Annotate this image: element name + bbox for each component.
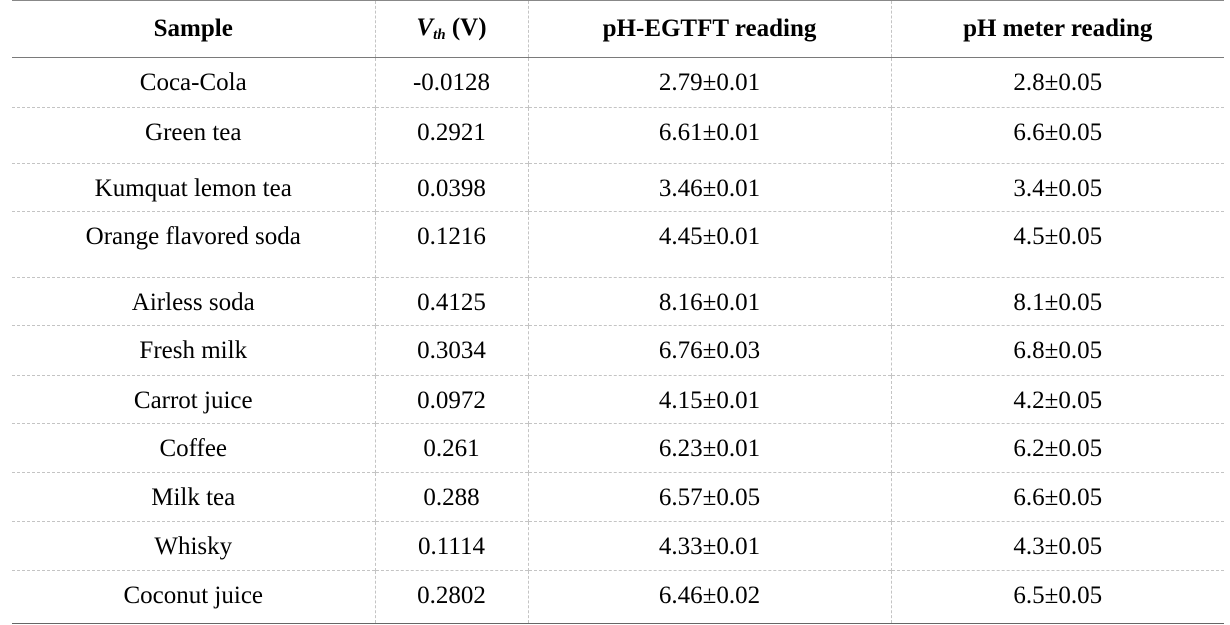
table-row: Green tea 0.2921 6.61±0.01 6.6±0.05 xyxy=(12,107,1224,164)
table-row: Fresh milk 0.3034 6.76±0.03 6.8±0.05 xyxy=(12,325,1224,376)
cell-ph-meter: 8.1±0.05 xyxy=(890,277,1224,326)
cell-ph-meter: 6.2±0.05 xyxy=(890,423,1224,473)
header-sample: Sample xyxy=(12,0,375,58)
table-row: Orange flavored soda 0.1216 4.45±0.01 4.… xyxy=(12,211,1224,278)
cell-vth: 0.3034 xyxy=(374,325,528,376)
cell-sample: Coffee xyxy=(12,423,375,473)
cell-ph-egtft: 2.79±0.01 xyxy=(527,57,891,108)
table-row: Milk tea 0.288 6.57±0.05 6.6±0.05 xyxy=(12,472,1224,522)
cell-ph-meter: 4.5±0.05 xyxy=(890,211,1224,278)
table-row: Coffee 0.261 6.23±0.01 6.2±0.05 xyxy=(12,423,1224,473)
cell-vth: 0.2802 xyxy=(374,570,528,624)
table-row: Coca-Cola -0.0128 2.79±0.01 2.8±0.05 xyxy=(12,57,1224,108)
cell-ph-egtft: 6.57±0.05 xyxy=(527,472,891,522)
cell-sample: Orange flavored soda xyxy=(12,211,375,278)
cell-sample: Whisky xyxy=(12,521,375,571)
cell-vth: 0.2921 xyxy=(374,107,528,164)
table-row: Coconut juice 0.2802 6.46±0.02 6.5±0.05 xyxy=(12,570,1224,624)
cell-ph-egtft: 6.23±0.01 xyxy=(527,423,891,473)
cell-vth: 0.0398 xyxy=(374,163,528,212)
cell-ph-meter: 2.8±0.05 xyxy=(890,57,1224,108)
table-body: Coca-Cola -0.0128 2.79±0.01 2.8±0.05 Gre… xyxy=(12,57,1224,624)
cell-vth: 0.0972 xyxy=(374,375,528,424)
cell-ph-egtft: 4.15±0.01 xyxy=(527,375,891,424)
header-ph-meter: pH meter reading xyxy=(890,0,1224,58)
cell-ph-egtft: 6.61±0.01 xyxy=(527,107,891,164)
cell-ph-meter: 6.6±0.05 xyxy=(890,472,1224,522)
cell-sample: Carrot juice xyxy=(12,375,375,424)
cell-sample: Airless soda xyxy=(12,277,375,326)
cell-ph-meter: 4.3±0.05 xyxy=(890,521,1224,571)
cell-ph-meter: 6.8±0.05 xyxy=(890,325,1224,376)
cell-ph-egtft: 6.76±0.03 xyxy=(527,325,891,376)
cell-ph-meter: 3.4±0.05 xyxy=(890,163,1224,212)
table-row: Carrot juice 0.0972 4.15±0.01 4.2±0.05 xyxy=(12,375,1224,424)
cell-sample: Milk tea xyxy=(12,472,375,522)
cell-ph-meter: 6.6±0.05 xyxy=(890,107,1224,164)
cell-vth: 0.1216 xyxy=(374,211,528,278)
table-header: Sample Vth (V) pH-EGTFT reading pH meter… xyxy=(12,0,1224,58)
cell-sample: Coca-Cola xyxy=(139,69,247,96)
cell-ph-egtft: 6.46±0.02 xyxy=(527,570,891,624)
cell-ph-meter: 4.2±0.05 xyxy=(890,375,1224,424)
header-vth: Vth (V) xyxy=(374,0,528,58)
cell-ph-egtft: 4.45±0.01 xyxy=(527,211,891,278)
cell-sample: Kumquat lemon tea xyxy=(12,163,375,212)
ph-comparison-table: Sample Vth (V) pH-EGTFT reading pH meter… xyxy=(12,0,1224,624)
cell-vth: 0.261 xyxy=(374,423,528,473)
header-vth-subscript: th xyxy=(433,27,446,43)
cell-ph-meter: 6.5±0.05 xyxy=(890,570,1224,624)
cell-vth: 0.1114 xyxy=(374,521,528,571)
cell-vth: 0.4125 xyxy=(374,277,528,326)
header-vth-unit: (V) xyxy=(445,14,487,41)
header-vth-symbol: V xyxy=(416,14,434,41)
cell-sample: Coconut juice xyxy=(12,570,375,624)
table-row: Whisky 0.1114 4.33±0.01 4.3±0.05 xyxy=(12,521,1224,571)
cell-vth: -0.0128 xyxy=(374,57,528,108)
table-row: Airless soda 0.4125 8.16±0.01 8.1±0.05 xyxy=(12,277,1224,326)
cell-sample: Green tea xyxy=(12,107,375,164)
cell-vth: 0.288 xyxy=(374,472,528,522)
cell-ph-egtft: 3.46±0.01 xyxy=(527,163,891,212)
header-row: Sample Vth (V) pH-EGTFT reading pH meter… xyxy=(12,0,1224,58)
table-row: Kumquat lemon tea 0.0398 3.46±0.01 3.4±0… xyxy=(12,163,1224,212)
cell-ph-egtft: 8.16±0.01 xyxy=(527,277,891,326)
cell-ph-egtft: 4.33±0.01 xyxy=(527,521,891,571)
cell-sample: Fresh milk xyxy=(12,325,375,376)
header-ph-egtft: pH-EGTFT reading xyxy=(527,0,891,58)
